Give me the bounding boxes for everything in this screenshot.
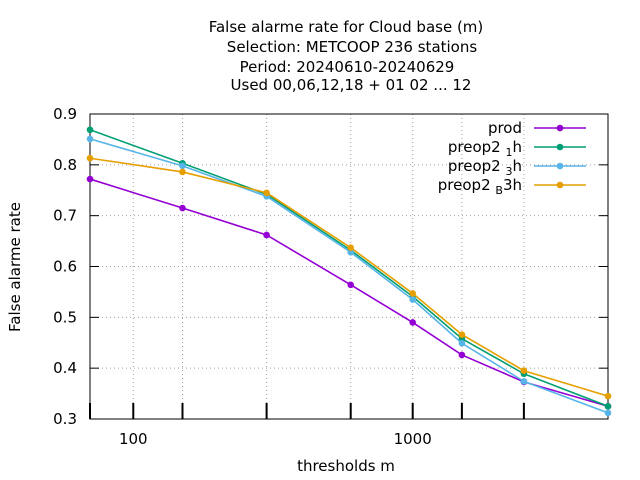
data-point [347,248,355,256]
x-axis-label: thresholds m [297,457,395,475]
series-1 [86,175,612,410]
data-point [179,162,186,170]
legend-swatch-point [556,124,564,132]
series [86,126,612,417]
data-point [86,126,94,134]
series-line [89,138,609,414]
data-point [179,204,186,212]
data-point [263,189,270,197]
title-line-1: False alarme rate for Cloud base (m) [209,18,484,36]
series-line [89,178,609,408]
y-tick-label: 0.4 [53,359,77,377]
y-tick-label: 0.6 [53,258,77,276]
data-point [86,154,94,162]
data-point [520,378,528,385]
data-point [86,175,94,183]
chart-title: False alarme rate for Cloud base (m) Sel… [209,18,484,94]
y-tick-label: 0.7 [53,207,77,225]
y-tick-label: 0.5 [53,308,77,326]
axis-ticks [89,113,608,420]
legend-swatch-point [556,162,564,170]
y-tick-label: 0.9 [53,105,77,123]
data-point [604,402,612,410]
y-axis-label: False alarme rate [6,202,24,332]
data-point [409,319,416,326]
legend-item: preop2 B3h [438,176,586,197]
legend-label: prod [488,119,522,137]
title-line-2: Selection: METCOOP 236 stations [227,38,478,56]
tick-labels: 0.3 0.4 0.5 0.6 0.7 0.8 0.9 100 1000 [53,105,432,448]
x-tick-label: 1000 [394,430,432,448]
data-point [604,392,612,400]
legend-item: preop2 1h [448,138,586,159]
data-point [263,231,270,239]
legend-label: preop2 3h [448,157,522,178]
title-line-4: Used 00,06,12,18 + 01 02 ... 12 [231,76,472,94]
data-point [458,339,466,347]
data-point [604,409,612,417]
plot-frame [89,113,609,420]
data-point [179,168,186,176]
title-line-3: Period: 20240610-20240629 [240,58,455,76]
series-line [89,157,609,397]
x-tick-label: 100 [119,430,148,448]
legend-item: preop2 3h [448,157,586,178]
legend-swatch-point [556,143,564,151]
y-tick-label: 0.8 [53,156,77,174]
data-point [347,244,355,251]
y-tick-label: 0.3 [53,410,77,428]
data-point [86,135,94,143]
data-point [458,351,466,359]
legend-item: prod [488,119,586,137]
series-line [89,129,609,408]
legend-swatch-point [556,181,564,189]
legend-label: preop2 B3h [438,176,522,197]
data-point [347,281,355,289]
data-point [409,296,416,303]
data-point [520,367,528,375]
data-point [409,290,416,297]
series-4 [86,154,612,400]
grid [90,114,608,419]
data-point [458,331,466,338]
legend-label: preop2 1h [448,138,522,159]
